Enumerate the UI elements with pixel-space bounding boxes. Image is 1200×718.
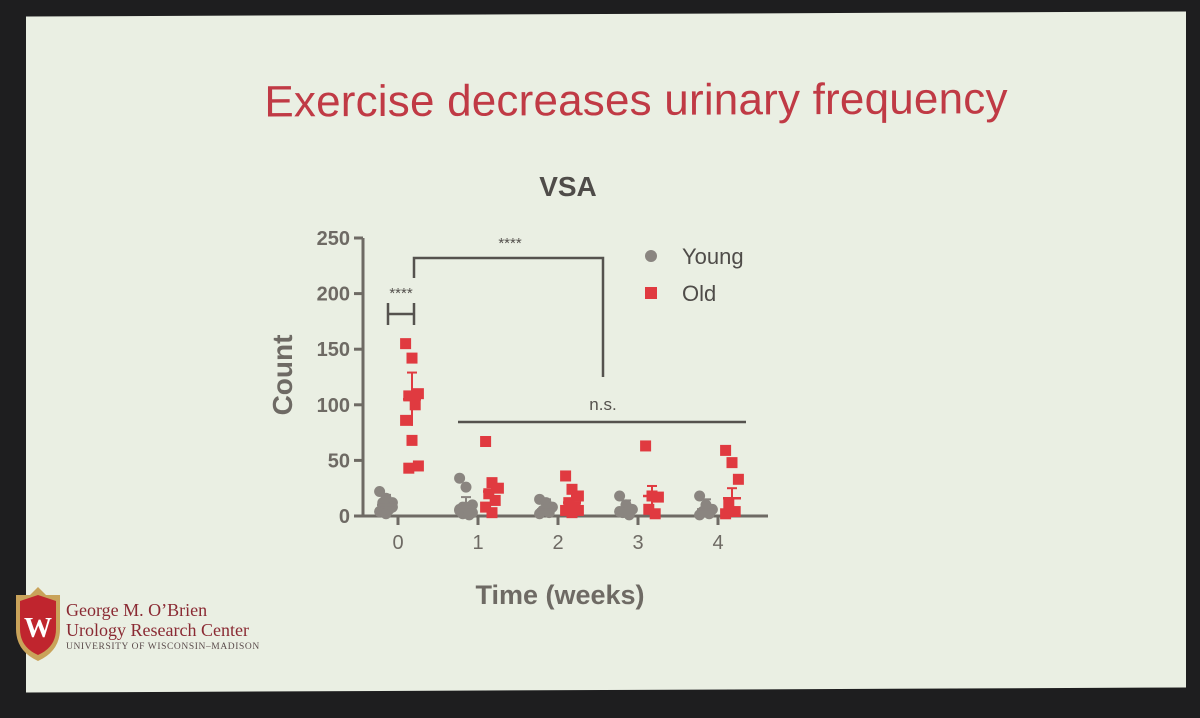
- x-ticks: 0 1 2 3 4: [392, 516, 724, 554]
- annotations: **** **** n.s.: [386, 235, 746, 424]
- y-tick-label: 50: [328, 450, 350, 472]
- old-point: [480, 435, 492, 447]
- data-points: [374, 338, 744, 521]
- old-point: [412, 460, 424, 472]
- old-point: [729, 506, 741, 518]
- y-tick-label: 150: [317, 339, 350, 361]
- young-point: [386, 501, 398, 513]
- y-tick-label: 200: [317, 284, 350, 306]
- old-point: [640, 440, 652, 452]
- org-name-line-2: Urology Research Center: [66, 620, 249, 640]
- young-point: [694, 509, 706, 521]
- old-point: [572, 504, 584, 516]
- legend-young-label: Young: [682, 244, 744, 269]
- old-point: [723, 499, 735, 511]
- y-tick-label: 250: [317, 228, 350, 250]
- old-point: [400, 338, 412, 350]
- uw-crest-icon: W: [16, 587, 60, 661]
- old-point: [643, 503, 655, 515]
- legend-old-marker: [645, 287, 657, 299]
- y-tick-label: 0: [339, 506, 350, 528]
- y-tick-label: 100: [317, 395, 350, 417]
- old-point: [486, 507, 498, 519]
- legend-young-marker: [645, 250, 657, 262]
- old-point: [403, 390, 415, 402]
- x-tick-label: 1: [472, 532, 483, 554]
- old-point: [720, 508, 732, 520]
- old-point: [726, 457, 738, 469]
- old-point: [560, 470, 572, 482]
- sig-label-week0: ****: [389, 285, 413, 302]
- old-point: [566, 483, 578, 495]
- old-point: [649, 508, 661, 520]
- org-name-line-1: George M. O’Brien: [66, 600, 208, 620]
- x-tick-label: 3: [632, 532, 643, 554]
- y-ticks: 0 50 100 150 200 250: [317, 228, 363, 528]
- young-point: [454, 472, 466, 484]
- old-point: [403, 462, 415, 474]
- x-tick-label: 4: [712, 532, 723, 554]
- x-tick-label: 0: [392, 532, 403, 554]
- old-point: [406, 352, 418, 364]
- sig-label-overall: ****: [498, 235, 522, 252]
- x-tick-label: 2: [552, 532, 563, 554]
- legend: Young Old: [645, 244, 744, 306]
- sig-bracket-overall: [412, 256, 605, 377]
- old-point: [720, 444, 732, 456]
- old-point: [492, 482, 504, 494]
- old-point: [409, 399, 421, 411]
- old-point: [489, 494, 501, 506]
- old-point: [732, 473, 744, 485]
- error-bars: [377, 371, 741, 516]
- old-point: [400, 414, 412, 426]
- old-point: [483, 488, 495, 500]
- old-point: [412, 388, 424, 400]
- y-axis-label: Count: [267, 335, 298, 416]
- old-point: [560, 504, 572, 516]
- old-point: [572, 490, 584, 502]
- old-point: [480, 501, 492, 513]
- legend-old-label: Old: [682, 281, 716, 306]
- chart-title: VSA: [539, 171, 597, 202]
- ns-label: n.s.: [589, 395, 616, 414]
- x-axis-label: Time (weeks): [475, 580, 644, 610]
- young-point: [460, 481, 472, 493]
- org-name-line-3: UNIVERSITY OF WISCONSIN–MADISON: [66, 642, 260, 652]
- old-point: [406, 434, 418, 446]
- young-point: [614, 490, 626, 502]
- crest-letter: W: [24, 613, 52, 644]
